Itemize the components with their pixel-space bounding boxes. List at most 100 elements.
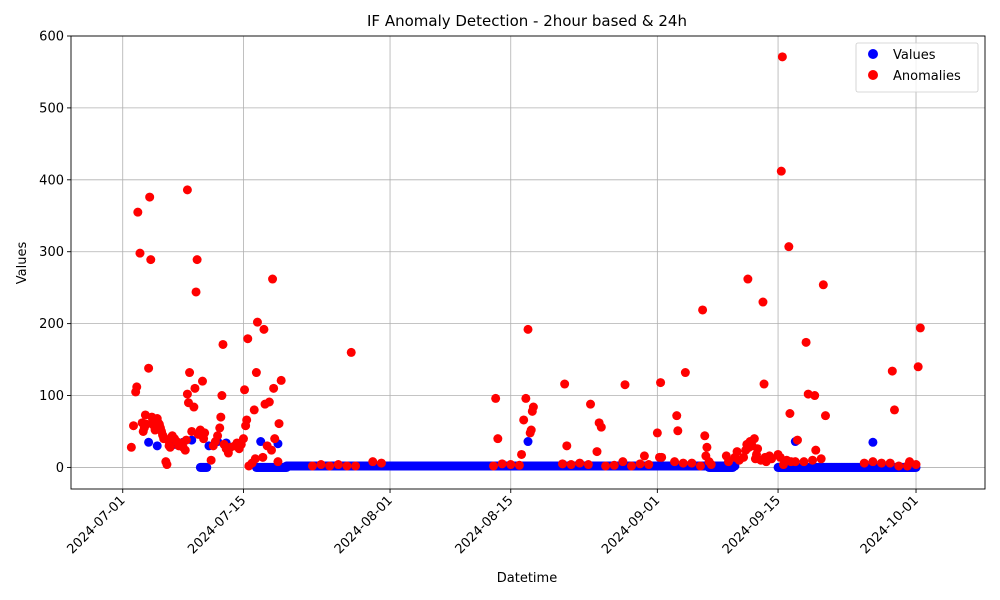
anomaly-point <box>618 457 628 467</box>
anomaly-point <box>216 412 226 422</box>
anomaly-point <box>190 383 200 393</box>
anomaly-point <box>767 454 777 464</box>
anomaly-point <box>820 411 830 421</box>
anomaly-point <box>181 435 191 445</box>
anomaly-point <box>242 415 252 425</box>
anomaly-point <box>635 459 645 469</box>
y-tick-label: 300 <box>39 245 64 260</box>
anomaly-point <box>706 460 716 470</box>
anomaly-point <box>165 442 175 452</box>
anomaly-point <box>801 337 811 347</box>
anomaly-point <box>784 242 794 252</box>
anomaly-point <box>519 415 529 425</box>
anomaly-point <box>144 363 154 373</box>
anomaly-point <box>145 192 155 202</box>
y-tick-label: 400 <box>39 173 64 188</box>
anomaly-point <box>626 461 636 471</box>
anomaly-point <box>759 379 769 389</box>
anomaly-point <box>333 460 343 470</box>
anomaly-point <box>270 434 280 444</box>
values-point <box>868 437 878 447</box>
anomaly-point <box>743 274 753 284</box>
anomaly-point <box>656 378 666 388</box>
anomaly-point <box>592 447 602 457</box>
anomaly-point <box>913 362 923 372</box>
anomaly-point <box>639 451 649 461</box>
anomaly-point <box>259 324 269 334</box>
anomaly-point <box>218 339 228 349</box>
anomaly-point <box>652 428 662 438</box>
anomaly-point <box>491 393 501 403</box>
anomaly-point <box>657 452 667 462</box>
anomaly-point <box>560 379 570 389</box>
anomaly-point <box>792 435 802 445</box>
anomaly-point <box>135 248 145 258</box>
anomaly-point <box>672 411 682 421</box>
y-tick-label: 600 <box>39 30 64 45</box>
anomaly-point <box>758 297 768 307</box>
anomaly-point <box>523 324 533 334</box>
anomaly-point <box>273 457 283 467</box>
anomaly-point <box>258 452 268 462</box>
anomaly-point <box>215 423 225 433</box>
anomaly-point <box>132 382 142 392</box>
anomaly-point <box>644 460 654 470</box>
anomaly-point <box>785 409 795 418</box>
anomaly-point <box>180 445 190 455</box>
anomaly-point <box>126 442 136 452</box>
anomaly-point <box>915 323 925 333</box>
y-tick-label: 0 <box>56 461 64 476</box>
anomaly-point <box>269 383 279 393</box>
anomaly-point <box>749 434 759 444</box>
y-tick-label: 200 <box>39 317 64 332</box>
anomaly-point <box>596 422 606 432</box>
anomaly-point <box>249 405 259 415</box>
anomaly-point <box>240 385 250 395</box>
anomaly-point <box>526 425 536 435</box>
anomaly-point <box>732 447 742 457</box>
anomaly-point <box>243 334 253 344</box>
anomaly-point <box>620 380 630 390</box>
y-tick-label: 500 <box>39 101 64 116</box>
y-tick-label: 100 <box>39 389 64 404</box>
anomaly-point <box>325 461 335 471</box>
anomaly-point <box>274 419 284 429</box>
anomaly-point <box>816 454 826 464</box>
anomaly-point <box>702 442 712 452</box>
anomaly-point <box>162 460 172 470</box>
anomaly-point <box>700 431 710 441</box>
anomaly-point <box>217 391 227 401</box>
anomaly-point <box>566 460 576 470</box>
anomaly-point <box>528 402 538 412</box>
anomaly-point <box>238 434 248 444</box>
anomaly-point <box>376 458 386 468</box>
values-point <box>144 437 154 447</box>
anomaly-point <box>695 461 705 471</box>
legend-box <box>855 42 979 93</box>
anomaly-point <box>911 460 921 470</box>
anomaly-point <box>680 368 690 378</box>
legend-values-label: Values <box>893 48 936 63</box>
anomaly-point <box>346 347 356 357</box>
anomaly-point <box>575 458 585 468</box>
anomaly-point <box>316 460 326 470</box>
anomaly-point <box>192 255 202 265</box>
chart-title: IF Anomaly Detection - 2hour based & 24h <box>367 12 687 30</box>
anomaly-point <box>859 458 869 468</box>
anomaly-point <box>877 458 887 468</box>
anomaly-point <box>497 459 507 469</box>
anomaly-point <box>506 460 516 470</box>
x-axis-label: Datetime <box>497 571 557 586</box>
anomaly-point <box>200 428 210 438</box>
anomaly-point <box>868 457 878 467</box>
anomaly-point <box>146 255 156 265</box>
anomaly-point <box>601 461 611 471</box>
anomaly-point <box>182 389 192 399</box>
anomaly-point <box>776 166 786 176</box>
anomaly-point <box>307 461 317 471</box>
anomaly-point <box>810 391 820 401</box>
anomaly-point <box>250 454 260 464</box>
anomaly-point <box>887 366 897 376</box>
